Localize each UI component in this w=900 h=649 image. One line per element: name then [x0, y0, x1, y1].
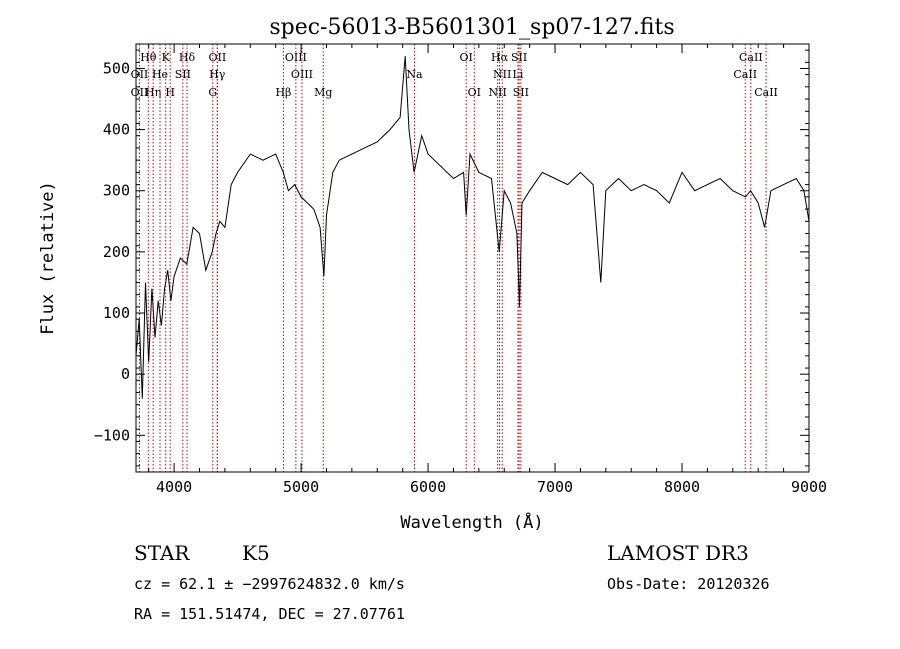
line-label: SII: [513, 86, 529, 99]
line-label: CaII: [754, 86, 778, 99]
x-tick-label: 5000: [283, 478, 319, 496]
y-axis-label: Flux (relative): [38, 181, 58, 335]
y-tick-label: 500: [103, 59, 130, 77]
x-tick-label: 7000: [537, 478, 573, 496]
line-label: Hγ: [209, 68, 226, 81]
line-label: OIII: [291, 68, 313, 81]
ra-dec-coordinates: RA = 151.51474, DEC = 27.07761: [134, 605, 405, 623]
line-label: NII: [488, 86, 506, 99]
y-tick-label: 200: [103, 243, 130, 261]
line-label: OIII: [285, 51, 307, 64]
line-label: K: [162, 51, 171, 64]
line-label: H: [165, 86, 175, 99]
survey-name: LAMOST DR3: [607, 541, 749, 565]
spectral-line-markers: [138, 44, 767, 472]
line-label: Na: [406, 68, 423, 81]
flux-spectrum-line: [135, 56, 810, 399]
line-label: SII: [175, 68, 191, 81]
line-label: SII: [511, 51, 527, 64]
line-label: OI: [459, 51, 472, 64]
y-tick-label: 100: [103, 304, 130, 322]
line-label: OII: [131, 86, 149, 99]
line-label: Hη: [145, 86, 161, 99]
x-axis-label: Wavelength (Å): [400, 511, 543, 533]
x-tick-label: 8000: [664, 478, 700, 496]
line-label: OII: [209, 51, 227, 64]
line-label: CaII: [733, 68, 757, 81]
y-tick-label: 400: [103, 121, 130, 139]
chart-title: spec-56013-B5601301_sp07-127.fits: [269, 15, 674, 40]
line-label: Li: [513, 68, 524, 81]
y-tick-label: −100: [94, 426, 130, 444]
object-class: STAR: [134, 541, 190, 565]
line-label: Hβ: [275, 86, 291, 99]
line-label: OI: [468, 86, 481, 99]
observation-date: Obs-Date: 20120326: [607, 575, 770, 593]
x-tick-label: 6000: [410, 478, 446, 496]
y-axis: −100 0 100 200 300 400 500: [94, 49, 809, 467]
line-label: Hα: [491, 51, 509, 64]
line-label: NII: [493, 68, 511, 81]
x-axis: 4000 5000 6000 7000 8000 9000: [148, 44, 827, 496]
x-tick-label: 9000: [791, 478, 827, 496]
line-label: Hθ: [140, 51, 157, 64]
redshift-cz: cz = 62.1 ± −2997624832.0 km/s: [134, 575, 405, 593]
object-subclass: K5: [242, 541, 270, 565]
line-label: G: [208, 86, 217, 99]
line-label: He: [152, 68, 168, 81]
line-label: Mg: [314, 86, 332, 99]
plot-frame: [135, 43, 810, 473]
y-tick-label: 0: [121, 365, 130, 383]
y-tick-label: 300: [103, 182, 130, 200]
line-label: CaII: [739, 51, 763, 64]
x-tick-label: 4000: [156, 478, 192, 496]
line-label: Hδ: [179, 51, 196, 64]
